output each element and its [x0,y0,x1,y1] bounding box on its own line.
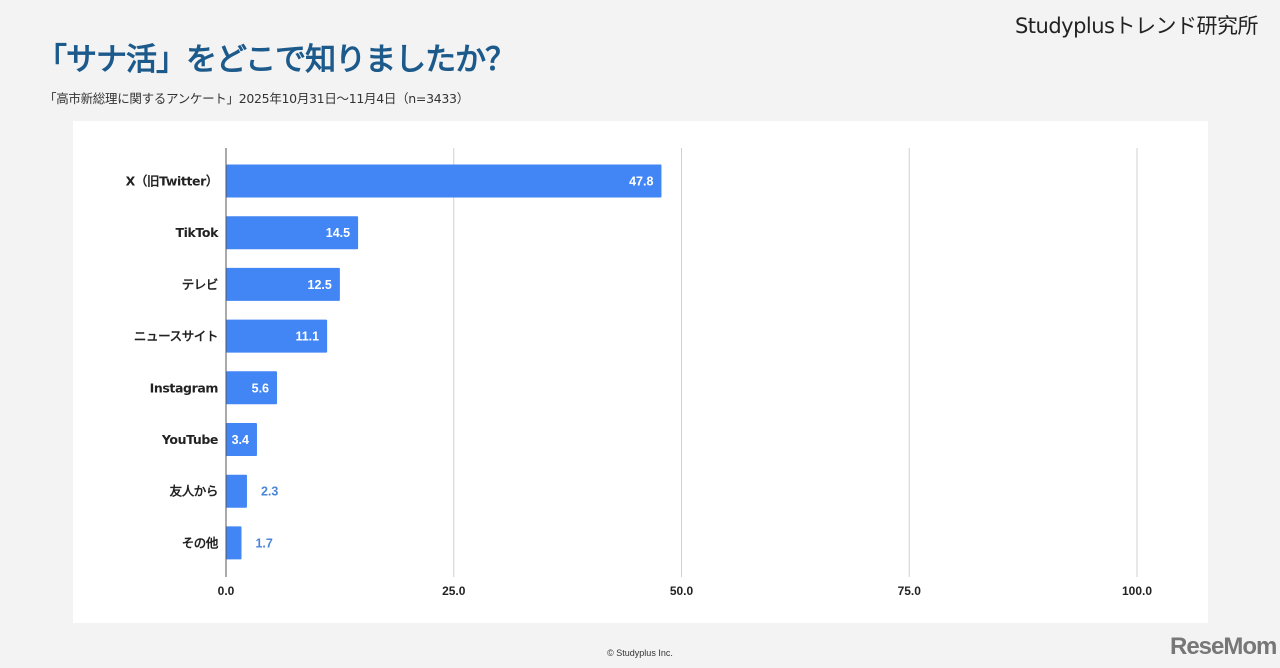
data-label: 12.5 [308,278,332,292]
x-tick-label: 75.0 [898,584,922,598]
data-label: 11.1 [295,330,319,344]
resemom-logo: ReseMom [1170,633,1277,660]
data-label: 14.5 [326,226,350,240]
data-label: 2.3 [261,485,278,499]
copyright: © Studyplus Inc. [607,648,673,658]
data-label: 5.6 [252,381,269,395]
y-category-label: Instagram [150,380,219,395]
data-label: 3.4 [232,433,249,447]
y-category-label: ニュースサイト [134,329,218,344]
bar [226,216,359,250]
bar [226,474,247,508]
y-category-label: 友人から [169,484,218,499]
bar [226,423,257,456]
data-label: 1.7 [255,536,272,550]
bar [226,267,340,301]
y-category-label: テレビ [182,277,218,292]
y-category-label: YouTube [161,432,218,447]
y-category-label: X（旧Twitter） [126,174,218,189]
bar [226,319,328,353]
x-tick-label: 0.0 [218,584,235,598]
bar [226,371,278,405]
y-category-label: その他 [182,535,219,550]
bar [226,164,662,198]
page-title: 「サナ活」をどこで知りましたか？ [36,42,516,78]
data-label: 47.8 [629,175,653,189]
x-tick-label: 100.0 [1122,584,1152,598]
page-subtitle: 「高市新総理に関するアンケート」2025年10月31日～11月4日（n=3433… [44,91,469,106]
x-tick-label: 50.0 [670,584,694,598]
y-category-label: TikTok [176,225,220,240]
x-tick-label: 25.0 [442,584,466,598]
brand-logo-text: Studyplusトレンド研究所 [1014,14,1259,38]
bar [226,526,242,560]
